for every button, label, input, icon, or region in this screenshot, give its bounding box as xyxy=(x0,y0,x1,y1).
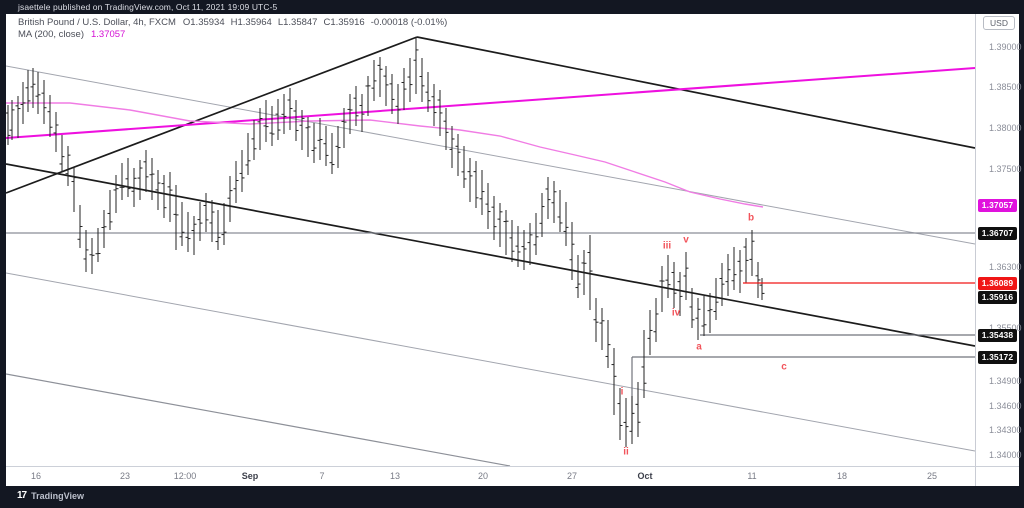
ma-row[interactable]: MA (200, close) 1.37057 xyxy=(18,29,447,41)
descending-line-from-high[interactable] xyxy=(416,36,975,149)
ohlc-bars[interactable] xyxy=(6,38,765,447)
brand-name: TradingView xyxy=(31,490,84,501)
wave-label-iii[interactable]: iii xyxy=(663,241,672,252)
price-axis[interactable]: USD 1.39000 1.38500 1.38000 1.37500 1.36300 1… xyxy=(975,14,1022,466)
price-tick: 1.34600 xyxy=(989,401,1022,411)
wave-label-b[interactable]: b xyxy=(748,213,754,224)
currency-badge: USD xyxy=(983,16,1015,30)
price-badge: 1.35438 xyxy=(978,328,1017,342)
time-axis[interactable]: 16 23 12:00 Sep 7 13 20 27 Oct 11 18 25 xyxy=(6,466,975,487)
time-tick: 23 xyxy=(119,471,131,481)
time-tick: 25 xyxy=(926,471,938,481)
price-badge: 1.35172 xyxy=(978,350,1017,364)
price-badge: 1.36089 xyxy=(978,276,1017,290)
gray-channel-upper[interactable] xyxy=(6,65,975,245)
price-badge: 1.35916 xyxy=(978,290,1017,304)
symbol-title: British Pound / U.S. Dollar, 4h, FXCM xyxy=(18,17,176,28)
brand-bar: 17 TradingView xyxy=(0,486,1024,508)
price-levels[interactable] xyxy=(6,232,975,431)
time-tick: 18 xyxy=(836,471,848,481)
tradingview-logo[interactable]: 17 TradingView xyxy=(17,490,84,501)
price-tick: 1.35500 xyxy=(989,323,1022,333)
rising-wedge-line[interactable] xyxy=(6,36,418,194)
price-tick: 1.38500 xyxy=(989,82,1022,92)
chart-legend[interactable]: British Pound / U.S. Dollar, 4h, FXCM O1… xyxy=(18,17,447,41)
price-tick: 1.36300 xyxy=(989,262,1022,272)
price-badge: 1.36707 xyxy=(978,226,1017,240)
time-tick: 11 xyxy=(747,471,757,481)
price-tick: 1.34300 xyxy=(989,425,1022,435)
wave-label-ii[interactable]: ii xyxy=(623,447,629,458)
wave-label-iv[interactable]: iv xyxy=(672,308,681,319)
time-tick: 12:00 xyxy=(173,471,197,481)
gray-channel-bottom[interactable] xyxy=(6,373,511,466)
publish-bar: jsaettele published on TradingView.com, … xyxy=(0,0,1024,14)
gray-channel-lower[interactable] xyxy=(6,272,975,452)
wave-label-v[interactable]: v xyxy=(683,235,689,246)
price-tick: 1.34900 xyxy=(989,376,1022,386)
symbol-row[interactable]: British Pound / U.S. Dollar, 4h, FXCM O1… xyxy=(18,17,447,29)
axis-corner xyxy=(975,466,1019,487)
price-badge: 1.37057 xyxy=(978,198,1017,212)
time-tick: 7 xyxy=(319,471,325,481)
change-value: -0.00018 (-0.01%) xyxy=(370,17,448,28)
price-tick: 1.37500 xyxy=(989,164,1022,174)
publish-text: jsaettele published on TradingView.com, … xyxy=(18,2,278,12)
magenta-trendline[interactable] xyxy=(6,67,975,139)
price-tick: 1.34000 xyxy=(989,450,1022,460)
time-tick: Oct xyxy=(637,471,653,481)
time-tick: 20 xyxy=(477,471,489,481)
price-tick: 1.38000 xyxy=(989,123,1022,133)
ma-label: MA (200, close) xyxy=(18,29,84,40)
time-tick: 13 xyxy=(389,471,401,481)
time-tick: Sep xyxy=(241,471,259,481)
tradingview-mark-icon: 17 xyxy=(17,490,27,501)
time-tick: 27 xyxy=(566,471,578,481)
trendlines[interactable] xyxy=(6,36,975,466)
time-tick: 16 xyxy=(30,471,42,481)
black-channel-mid[interactable] xyxy=(6,163,975,347)
wave-label-c[interactable]: c xyxy=(781,362,787,373)
ohlc-values: O1.35934 H1.35964 L1.35847 C1.35916 -0.0… xyxy=(182,17,448,28)
ma-value: 1.37057 xyxy=(91,29,126,40)
wave-label-i[interactable]: i xyxy=(621,387,624,398)
price-tick: 1.39000 xyxy=(989,42,1022,52)
wave-label-a[interactable]: a xyxy=(696,342,702,353)
ma-200-line[interactable] xyxy=(6,102,764,208)
